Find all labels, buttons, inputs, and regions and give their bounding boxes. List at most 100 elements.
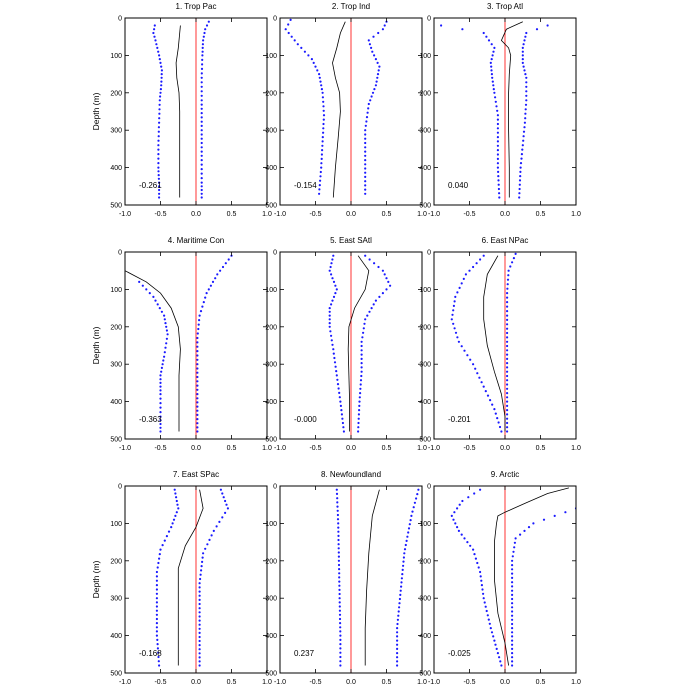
confidence-bound-point bbox=[506, 362, 509, 365]
confidence-bound-point bbox=[464, 273, 467, 276]
confidence-bound-point bbox=[320, 157, 323, 160]
confidence-bound-point bbox=[210, 534, 213, 537]
confidence-bound-point bbox=[377, 69, 380, 72]
confidence-bound-point bbox=[159, 402, 162, 405]
x-tick-label: 0.0 bbox=[500, 679, 510, 686]
panel-title: 2. Trop Ind bbox=[332, 2, 370, 11]
confidence-bound-point bbox=[507, 274, 510, 277]
confidence-bound-point bbox=[524, 35, 527, 38]
confidence-bound-point bbox=[198, 314, 201, 317]
confidence-bound-point bbox=[155, 579, 158, 582]
panel-7: 7. East SPac -1.0 -0.5 0.0 0.5 1.0 0 100 200 300 4… bbox=[91, 470, 272, 686]
confidence-bound-point bbox=[461, 499, 464, 503]
confidence-bound-point bbox=[196, 367, 199, 370]
confidence-bound-point bbox=[158, 307, 161, 310]
confidence-bound-point bbox=[338, 613, 342, 616]
confidence-bound-point bbox=[396, 647, 399, 651]
confidence-bound-point bbox=[204, 296, 207, 299]
confidence-bound-point bbox=[518, 183, 521, 186]
confidence-bound-point bbox=[201, 46, 204, 50]
confidence-bound-point bbox=[196, 418, 199, 421]
confidence-bound-point bbox=[200, 188, 203, 192]
confidence-bound-point bbox=[158, 54, 161, 57]
confidence-bound-point bbox=[512, 257, 516, 260]
y-tick-label: 200 bbox=[110, 558, 122, 565]
confidence-bound-point bbox=[477, 566, 480, 569]
confidence-bound-point bbox=[163, 355, 166, 358]
confidence-bound-point bbox=[320, 84, 323, 87]
confidence-bound-point bbox=[201, 63, 204, 66]
confidence-bound-point bbox=[398, 606, 401, 609]
panel-title: 4. Maritime Con bbox=[168, 236, 224, 245]
y-tick-label: 500 bbox=[110, 671, 122, 678]
confidence-bound-point bbox=[488, 622, 491, 625]
confidence-bound-point bbox=[381, 292, 384, 295]
confidence-bound-point bbox=[196, 336, 199, 340]
confidence-bound-point bbox=[506, 296, 509, 299]
confidence-bound-point bbox=[510, 643, 514, 646]
confidence-bound-point bbox=[389, 284, 392, 287]
confidence-bound-point bbox=[196, 413, 199, 416]
confidence-bound-point bbox=[378, 295, 381, 298]
confidence-bound-point bbox=[396, 664, 399, 667]
confidence-bound-point bbox=[154, 299, 157, 302]
confidence-bound-point bbox=[198, 631, 201, 635]
confidence-bound-series bbox=[518, 24, 549, 199]
y-tick-label: 500 bbox=[265, 671, 277, 678]
correlation-value: -0.000 bbox=[294, 415, 317, 424]
confidence-bound-point bbox=[493, 639, 496, 642]
confidence-bound-point bbox=[358, 396, 361, 399]
confidence-bound-point bbox=[157, 148, 160, 151]
confidence-bound-point bbox=[398, 602, 401, 605]
confidence-bound-point bbox=[497, 421, 500, 424]
confidence-bound-point bbox=[523, 121, 527, 124]
confidence-bound-point bbox=[198, 607, 201, 610]
confidence-bound-point bbox=[466, 354, 469, 357]
confidence-bound-point bbox=[358, 400, 361, 403]
confidence-bound-point bbox=[339, 638, 342, 642]
x-tick-label: 1.0 bbox=[571, 679, 581, 686]
confidence-bound-point bbox=[342, 430, 345, 433]
confidence-bound-point bbox=[362, 327, 365, 330]
confidence-bound-point bbox=[339, 664, 342, 667]
confidence-bound-point bbox=[341, 417, 344, 420]
confidence-bound-point bbox=[506, 327, 509, 330]
confidence-bound-point bbox=[524, 112, 527, 115]
confidence-bound-point bbox=[318, 76, 321, 79]
confidence-bound-point bbox=[506, 349, 509, 352]
confidence-bound-point bbox=[307, 54, 310, 57]
confidence-bound-point bbox=[509, 265, 512, 268]
confidence-bound-point bbox=[510, 627, 514, 630]
y-tick-label: 200 bbox=[265, 558, 277, 565]
panel-title: 9. Arctic bbox=[491, 470, 519, 479]
confidence-bound-point bbox=[357, 413, 360, 416]
confidence-bound-point bbox=[338, 592, 341, 596]
confidence-bound-point bbox=[405, 539, 408, 543]
x-tick-label: 0.5 bbox=[536, 211, 546, 218]
confidence-bound-point bbox=[215, 525, 218, 528]
confidence-bound-point bbox=[365, 120, 368, 123]
confidence-bound-point bbox=[155, 601, 158, 604]
confidence-bound-point bbox=[226, 507, 229, 510]
confidence-bound-point bbox=[160, 310, 163, 313]
x-tick-label: -1.0 bbox=[119, 445, 131, 452]
confidence-bound-point bbox=[202, 552, 205, 555]
confidence-bound-point bbox=[519, 170, 522, 173]
confidence-bound-point bbox=[222, 496, 225, 499]
y-tick-label: 0 bbox=[427, 16, 431, 23]
confidence-bound-point bbox=[198, 623, 201, 626]
confidence-bound-point bbox=[506, 374, 509, 378]
confidence-bound-point bbox=[335, 370, 338, 373]
confidence-bound-point bbox=[160, 366, 163, 369]
x-tick-label: -1.0 bbox=[274, 445, 286, 452]
confidence-bound-point bbox=[506, 417, 509, 420]
confidence-bound-point bbox=[332, 254, 335, 257]
confidence-bound-point bbox=[333, 356, 336, 360]
confidence-bound-point bbox=[364, 124, 367, 127]
confidence-bound-point bbox=[490, 631, 494, 634]
confidence-bound-point bbox=[338, 576, 341, 579]
confidence-bound-point bbox=[337, 387, 340, 390]
confidence-bound-point bbox=[177, 507, 180, 510]
confidence-bound-point bbox=[198, 660, 201, 663]
confidence-bound-point bbox=[498, 196, 501, 199]
